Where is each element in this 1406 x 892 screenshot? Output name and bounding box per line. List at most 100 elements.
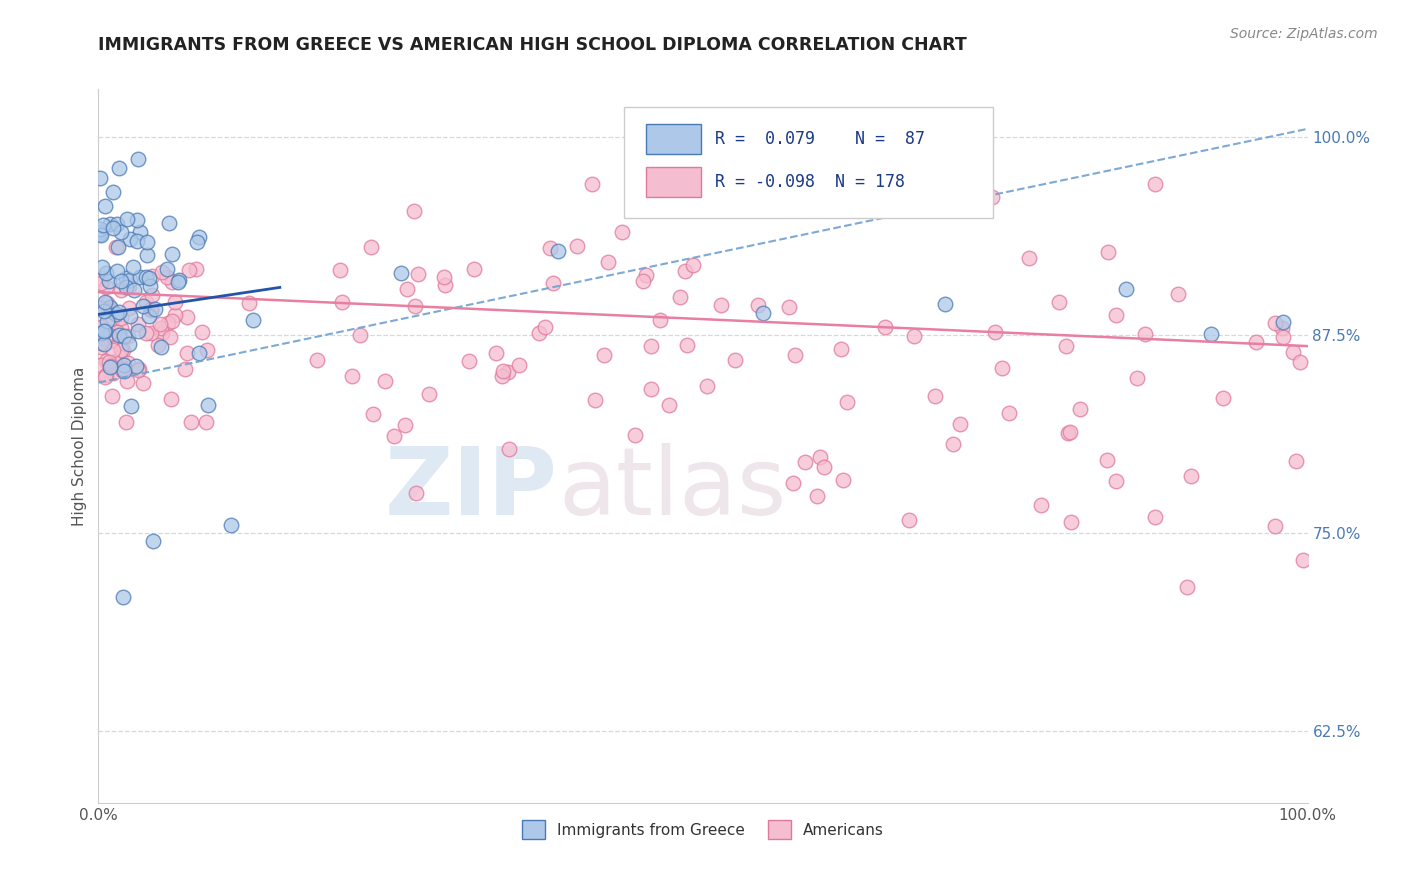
- Point: [186, 262, 208, 277]
- Point: [1180, 468, 1202, 483]
- Point: [1244, 334, 1267, 349]
- Point: [682, 258, 704, 272]
- Point: [111, 590, 134, 604]
- Point: [565, 238, 588, 252]
- Point: [107, 305, 129, 319]
- Point: [405, 486, 427, 500]
- Point: [97, 327, 120, 342]
- Point: [724, 352, 747, 367]
- Point: [186, 235, 208, 250]
- Point: [1271, 321, 1294, 335]
- Point: [402, 203, 425, 218]
- Point: [498, 442, 520, 457]
- Point: [136, 235, 159, 250]
- Point: [330, 295, 353, 310]
- Point: [114, 271, 136, 285]
- Point: [138, 309, 160, 323]
- Point: [107, 240, 129, 254]
- Text: R = -0.098  N = 178: R = -0.098 N = 178: [716, 173, 905, 191]
- Point: [98, 359, 121, 374]
- Point: [112, 343, 135, 357]
- Point: [94, 324, 117, 338]
- Point: [650, 313, 672, 327]
- Point: [1018, 251, 1040, 265]
- Point: [101, 343, 124, 358]
- Point: [238, 296, 260, 310]
- Point: [1175, 580, 1198, 594]
- Point: [1199, 326, 1222, 341]
- Point: [433, 269, 456, 284]
- Point: [90, 320, 112, 334]
- Point: [100, 334, 122, 348]
- Point: [90, 335, 112, 350]
- Text: ZIP: ZIP: [385, 442, 558, 535]
- Point: [120, 400, 142, 414]
- Point: [93, 303, 115, 318]
- Text: R =  0.079    N =  87: R = 0.079 N = 87: [716, 130, 925, 148]
- Point: [382, 429, 405, 443]
- Point: [793, 455, 815, 469]
- Point: [100, 359, 122, 373]
- Point: [669, 289, 692, 303]
- Point: [485, 345, 508, 359]
- Point: [197, 398, 219, 412]
- Point: [998, 405, 1021, 419]
- Point: [135, 294, 157, 309]
- Point: [118, 278, 141, 293]
- Point: [1143, 178, 1166, 192]
- Point: [191, 326, 214, 340]
- Point: [808, 450, 831, 465]
- Point: [122, 283, 145, 297]
- Point: [527, 326, 550, 341]
- Point: [1167, 286, 1189, 301]
- Point: [94, 370, 117, 384]
- Point: [90, 340, 112, 354]
- Point: [173, 362, 195, 376]
- Point: [640, 382, 662, 396]
- Point: [110, 274, 132, 288]
- Point: [110, 343, 132, 357]
- Point: [108, 350, 131, 364]
- Point: [93, 199, 115, 213]
- Point: [117, 329, 139, 343]
- Point: [89, 222, 111, 236]
- Point: [112, 329, 135, 343]
- Point: [105, 264, 128, 278]
- Point: [145, 301, 167, 316]
- Point: [195, 415, 218, 429]
- Point: [93, 294, 115, 309]
- Point: [100, 302, 122, 317]
- Text: atlas: atlas: [558, 442, 786, 535]
- Point: [139, 326, 162, 341]
- Point: [1095, 453, 1118, 467]
- Point: [128, 361, 150, 376]
- Point: [90, 271, 112, 285]
- Point: [1060, 516, 1083, 530]
- Point: [110, 225, 132, 239]
- Point: [1029, 498, 1052, 512]
- Point: [188, 230, 211, 244]
- Point: [924, 388, 946, 402]
- Point: [101, 220, 124, 235]
- Point: [105, 240, 128, 254]
- Point: [676, 338, 699, 352]
- Point: [127, 363, 149, 377]
- Point: [115, 211, 138, 226]
- Point: [115, 280, 138, 294]
- Point: [127, 152, 149, 166]
- Point: [112, 362, 135, 376]
- Point: [221, 518, 243, 533]
- Point: [934, 297, 956, 311]
- Point: [96, 279, 118, 293]
- Point: [149, 340, 172, 354]
- Point: [433, 278, 456, 293]
- Point: [90, 326, 112, 340]
- Point: [93, 324, 115, 338]
- Point: [110, 283, 132, 297]
- Point: [242, 313, 264, 327]
- Point: [101, 311, 124, 326]
- Point: [90, 358, 112, 372]
- Point: [129, 269, 152, 284]
- Point: [176, 310, 198, 324]
- Point: [389, 266, 412, 280]
